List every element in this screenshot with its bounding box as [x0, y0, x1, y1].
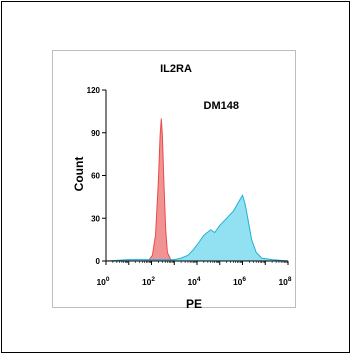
y-tick-label-120: 120 — [87, 86, 101, 95]
x-tick-label-0: 100 — [96, 276, 109, 287]
chart-title: IL2RA — [160, 63, 192, 75]
chart-annotation: DM148 — [204, 100, 239, 112]
y-tick-label-30: 30 — [91, 214, 100, 223]
histogram-series-1 — [106, 118, 288, 262]
x-tick-label-8: 108 — [278, 276, 291, 287]
x-tick-label-4: 104 — [187, 276, 200, 287]
y-tick-label-0: 0 — [96, 257, 101, 266]
y-tick-label-90: 90 — [91, 129, 100, 138]
y-axis-label: Count — [72, 157, 86, 192]
y-tick-label-60: 60 — [91, 172, 100, 181]
x-tick-label-6: 106 — [233, 276, 246, 287]
histogram-series-2 — [105, 194, 289, 262]
x-axis-label: PE — [186, 297, 202, 311]
x-tick-label-2: 102 — [142, 276, 155, 287]
